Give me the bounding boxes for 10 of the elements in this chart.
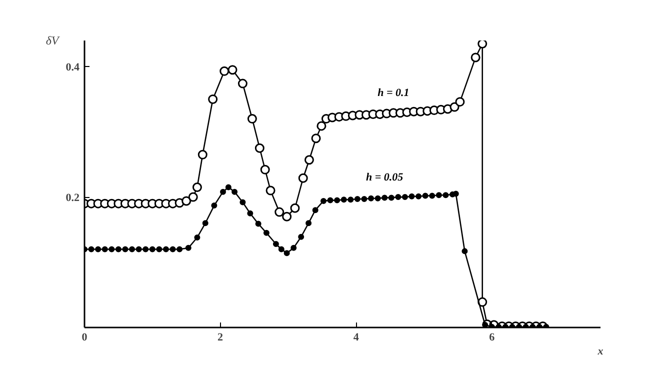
y-tick-label: 0.4 <box>66 62 80 74</box>
y-tick-label: 0.2 <box>66 192 80 204</box>
series-label: h = 0.05 <box>366 172 404 184</box>
x-tick-label: 2 <box>218 332 224 344</box>
x-tick-label: 4 <box>353 332 360 344</box>
x-tick-label: 6 <box>489 332 496 344</box>
y-axis-title: δV <box>46 34 60 48</box>
series-label: h = 0.1 <box>378 86 410 99</box>
x-axis-title: x <box>596 346 604 358</box>
x-tick-label: 0 <box>82 332 88 344</box>
